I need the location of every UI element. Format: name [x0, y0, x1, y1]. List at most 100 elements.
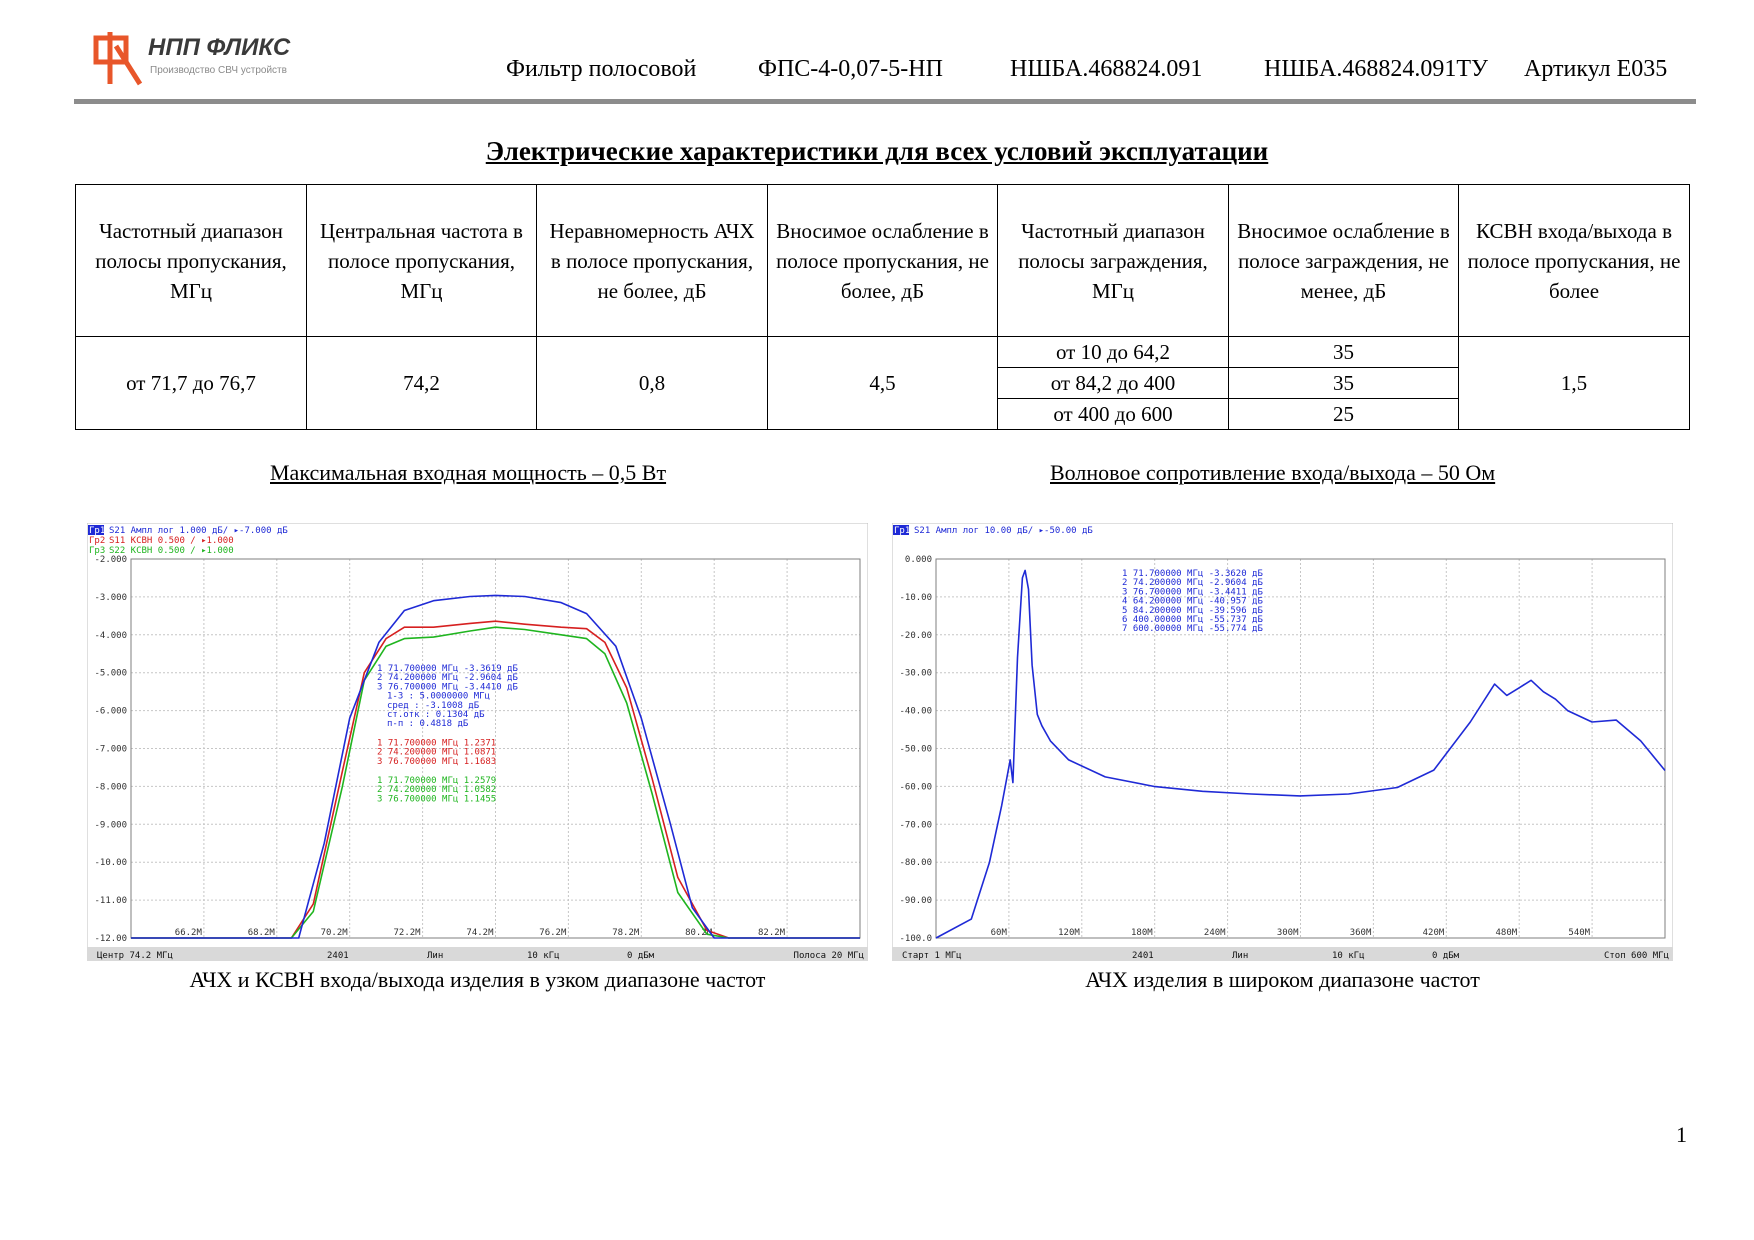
marker-readout: 3 76.700000 МГц -3.4411 дБ — [1122, 587, 1263, 597]
wideband-plot-svg: Гр1 S21 Ампл лог 10.00 дБ/ ▸-50.00 дБ 0.00… — [892, 523, 1673, 961]
marker-readout: 1 71.700000 МГц 1.2371 — [377, 738, 496, 748]
x-tick-label: 60M — [991, 928, 1008, 938]
header-cell: Частотный диапазон полосы пропускания, М… — [75, 184, 307, 337]
status-item: 10 кГц — [1332, 951, 1365, 961]
y-tick-label: -90.00 — [899, 896, 932, 906]
y-tick-label: -100.0 — [899, 934, 932, 944]
table-row: от 84,2 до 400 35 — [76, 367, 1690, 399]
x-tick-label: 480M — [1496, 928, 1518, 938]
spec-table: Частотный диапазон полосы пропускания, М… — [75, 184, 1690, 430]
max-power-note: Максимальная входная мощность – 0,5 Вт — [270, 460, 667, 485]
x-tick-label: 540M — [1568, 928, 1590, 938]
y-tick-label: 0.000 — [905, 555, 932, 565]
legend-text: S22 КСВН 0.500 / ▸1.000 — [109, 546, 234, 556]
legend-text: S11 КСВН 0.500 / ▸1.000 — [109, 536, 234, 546]
logo-mark-icon — [93, 32, 143, 86]
marker-readout: п-п : 0.4818 дБ — [387, 719, 468, 729]
y-tick-label: -12.00 — [94, 934, 127, 944]
marker-readout: 3 76.700000 МГц 1.1683 — [377, 757, 496, 767]
marker-readout: 6 400.00000 МГц -55.737 дБ — [1122, 615, 1263, 625]
x-tick-label: 78.2M — [612, 928, 640, 938]
series-line-s22 — [131, 626, 860, 939]
status-item: Полоса 20 МГц — [794, 951, 864, 961]
y-tick-label: -4.000 — [94, 631, 127, 641]
status-item: Центр 74.2 МГц — [97, 951, 173, 961]
marker-readout: 5 84.200000 МГц -39.596 дБ — [1122, 606, 1263, 616]
x-tick-label: 420M — [1423, 928, 1445, 938]
legend-tag: Гр2 — [89, 536, 105, 546]
stopband-range-cell: от 84,2 до 400 — [997, 367, 1229, 399]
narrowband-plot: Гр1 S21 Ампл лог 1.000 дБ/ ▸-7.000 дБ Гр2 S… — [87, 523, 868, 961]
x-tick-label: 300M — [1277, 928, 1299, 938]
marker-readout: ст.отк : 0.1304 дБ — [387, 710, 485, 720]
marker-readout: сред : -3.1008 дБ — [387, 701, 479, 711]
vswr-cell: 1,5 — [1458, 336, 1690, 430]
status-item: 2401 — [327, 951, 349, 961]
y-tick-label: -3.000 — [94, 593, 127, 603]
x-tick-label: 68.2M — [248, 928, 276, 938]
marker-readout: 1 71.700000 МГц 1.2579 — [377, 776, 496, 786]
table-row: от 400 до 600 25 — [76, 398, 1690, 430]
x-tick-label: 80.2M — [685, 928, 713, 938]
center-frequency-cell: 74,2 — [306, 336, 537, 430]
logo-name: НПП ФЛИКС — [148, 34, 291, 61]
stopband-range-cell: от 10 до 64,2 — [997, 336, 1229, 368]
series-line-s21 — [935, 569, 1666, 939]
stopband-attenuation-cell: 35 — [1228, 336, 1459, 368]
narrowband-caption: АЧХ и КСВН входа/выхода изделия в узком … — [189, 967, 766, 992]
y-tick-label: -80.00 — [899, 858, 932, 868]
article-number: Артикул Е035 — [1524, 56, 1668, 82]
status-item: Стоп 600 МГц — [1604, 951, 1669, 961]
status-bar — [87, 947, 868, 961]
x-tick-label: 240M — [1204, 928, 1226, 938]
stopband-range-cell: от 400 до 600 — [997, 398, 1229, 430]
marker-readout: 3 76.700000 МГц 1.1455 — [377, 794, 496, 804]
plot-area-border — [935, 558, 1666, 939]
header-cell: Центральная частота в полосе пропускания… — [306, 184, 537, 337]
legend-text: S21 Ампл лог 1.000 дБ/ ▸-7.000 дБ — [109, 526, 288, 536]
stopband-attenuation-cell: 35 — [1228, 367, 1459, 399]
marker-readout: 7 600.00000 МГц -55.774 дБ — [1122, 624, 1263, 634]
marker-readout: 1 71.700000 МГц -3.3620 дБ — [1122, 569, 1263, 579]
logo-subtitle: Производство СВЧ устройств — [150, 65, 287, 76]
y-tick-label: -50.00 — [899, 745, 932, 755]
product-model: ФПС-4-0,07-5-НП — [758, 56, 943, 82]
series-line-s11 — [131, 620, 860, 939]
header-cell: Частотный диапазон полосы заграждения, М… — [997, 184, 1229, 337]
impedance-note: Волновое сопротивление входа/выхода – 50… — [1050, 460, 1496, 485]
header-cell: КСВН входа/выхода в полосе пропускания, … — [1458, 184, 1690, 337]
stopband-attenuation-cell: 25 — [1228, 398, 1459, 430]
y-tick-label: -11.00 — [94, 896, 127, 906]
x-tick-label: 120M — [1058, 928, 1080, 938]
ripple-cell: 0,8 — [536, 336, 768, 430]
x-tick-label: 82.2M — [758, 928, 786, 938]
header-rule — [74, 99, 1696, 104]
marker-readout: 4 64.200000 МГц -40.957 дБ — [1122, 597, 1263, 607]
header-cell: Вносимое ослабление в полосе заграждения… — [1228, 184, 1459, 337]
status-bar — [892, 947, 1673, 961]
y-tick-label: -40.00 — [899, 707, 932, 717]
plot-frame — [892, 523, 1673, 961]
table-header-row: Частотный диапазон полосы пропускания, М… — [75, 184, 1690, 337]
marker-readout: 2 74.200000 МГц 1.0582 — [377, 785, 496, 795]
company-logo: НПП ФЛИКС Производство СВЧ устройств — [88, 28, 328, 88]
y-tick-label: -20.00 — [899, 631, 932, 641]
y-tick-label: -10.00 — [899, 593, 932, 603]
wideband-plot: Гр1 S21 Ампл лог 10.00 дБ/ ▸-50.00 дБ 0.00… — [892, 523, 1673, 961]
legend-tag-bg — [893, 525, 909, 535]
y-tick-label: -7.000 — [94, 745, 127, 755]
header-cell: Неравномерность АЧХ в полосе пропускания… — [536, 184, 768, 337]
y-tick-label: -6.000 — [94, 707, 127, 717]
marker-readout: 1-3 : 5.0000000 МГц — [387, 692, 490, 702]
status-item: Старт 1 МГц — [902, 951, 962, 961]
status-item: 0 дБм — [1432, 951, 1460, 961]
insertion-loss-cell: 4,5 — [767, 336, 998, 430]
wideband-caption: АЧХ изделия в широком диапазоне частот — [1085, 967, 1480, 992]
x-tick-label: 360M — [1350, 928, 1372, 938]
status-item: Лин — [1232, 951, 1248, 961]
spec-document: НШБА.468824.091ТУ — [1264, 56, 1488, 82]
header-cell: Вносимое ослабление в полосе пропускания… — [767, 184, 998, 337]
marker-readout: 2 74.200000 МГц 1.0871 — [377, 748, 496, 758]
product-designation: НШБА.468824.091 — [1010, 56, 1203, 82]
plot-area-border — [130, 558, 861, 939]
